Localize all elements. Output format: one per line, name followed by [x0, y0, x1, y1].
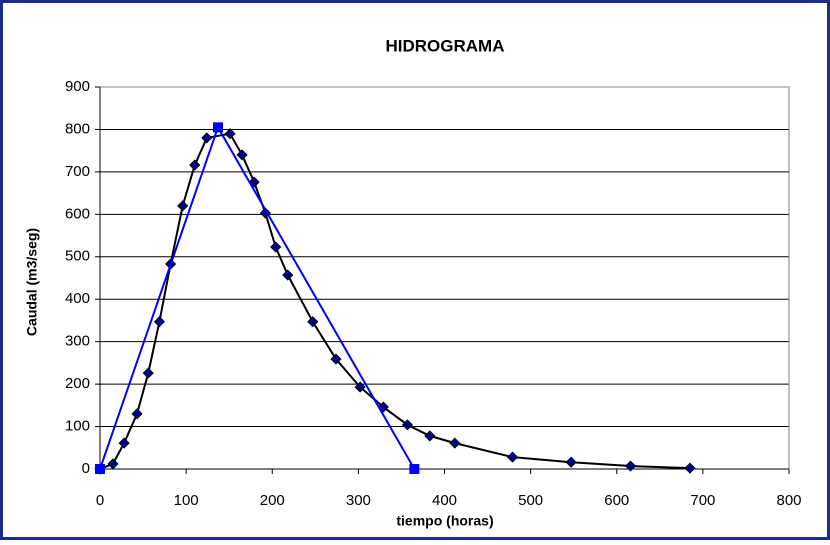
y-tick-label: 900: [65, 78, 90, 95]
marker: [118, 437, 130, 449]
marker: [565, 456, 577, 468]
marker: [409, 464, 420, 474]
x-tick-label: 100: [174, 492, 199, 509]
marker: [107, 458, 119, 470]
y-tick-label: 600: [65, 205, 90, 222]
marker: [354, 381, 366, 393]
marker: [401, 419, 414, 431]
x-tick-label: 300: [346, 492, 371, 509]
y-tick-label: 500: [65, 248, 90, 265]
x-tick-label: 700: [690, 492, 715, 509]
y-tick-label: 700: [65, 163, 90, 180]
y-tick-label: 400: [65, 290, 90, 307]
marker: [307, 316, 319, 328]
y-tick-label: 200: [65, 375, 90, 392]
y-axis-title: Caudal (m3/seg): [24, 228, 40, 336]
marker: [95, 464, 105, 474]
marker: [224, 128, 236, 140]
y-tick-label: 300: [65, 333, 90, 350]
marker: [142, 367, 154, 379]
marker: [131, 408, 143, 420]
marker: [177, 200, 189, 212]
x-tick-label: 200: [260, 492, 285, 509]
marker: [330, 353, 342, 365]
marker: [282, 269, 294, 281]
marker: [236, 149, 248, 161]
x-axis-title: tiempo (horas): [396, 513, 493, 529]
marker: [201, 132, 213, 144]
y-tick-label: 100: [65, 418, 90, 435]
marker: [624, 460, 637, 472]
marker: [212, 122, 223, 133]
x-tick-label: 0: [96, 492, 104, 509]
marker: [189, 159, 201, 171]
marker: [153, 316, 165, 328]
marker: [424, 430, 436, 442]
x-tick-label: 800: [776, 492, 801, 509]
marker: [449, 437, 461, 449]
x-tick-label: 500: [518, 492, 543, 509]
y-tick-label: 800: [65, 120, 90, 137]
x-tick-label: 400: [432, 492, 457, 509]
y-tick-label: 0: [82, 460, 90, 477]
marker: [270, 241, 282, 253]
chart-title: HIDROGRAMA: [386, 36, 505, 55]
marker: [506, 451, 519, 463]
marker: [684, 462, 696, 474]
x-tick-label: 600: [604, 492, 629, 509]
